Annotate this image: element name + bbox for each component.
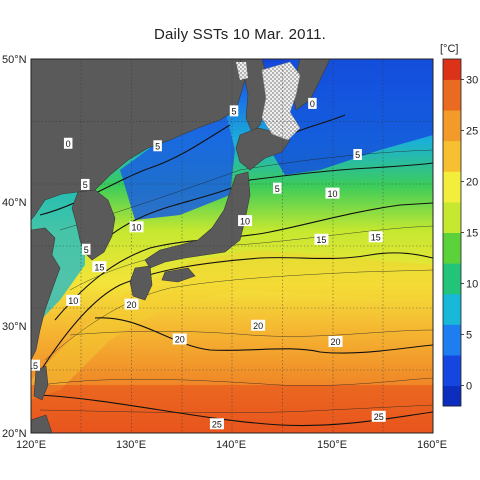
colorbar-tick-label: 15: [466, 228, 478, 240]
colorbar-band: [443, 140, 461, 172]
colorbar-band: [443, 110, 461, 142]
kuroshio-warm-band: [31, 250, 433, 400]
isotherm-0: [39, 124, 231, 216]
isotherm-label: 5: [83, 180, 88, 190]
isotherm-label: 5: [84, 245, 89, 255]
isotherm-label-bg: [82, 243, 91, 255]
isotherm-label: 0: [310, 99, 315, 109]
isotherm-label-bg: [353, 148, 362, 160]
land-kyushu: [129, 265, 153, 301]
lon-tick-150: 150°E: [317, 439, 347, 451]
lat-tick-50: 50°N: [2, 54, 27, 66]
colorbar: [°C] 30 25 20 15 10 5 0: [440, 43, 478, 407]
colorbar-tick-label: 5: [466, 330, 472, 342]
colorbar-tick-label: 30: [466, 74, 478, 86]
land-korea: [71, 189, 116, 261]
colorbar-tick-label: 0: [466, 381, 472, 393]
colorbar-tick-label: 20: [466, 176, 478, 188]
isotherm-label: 20: [175, 335, 185, 345]
colorbar-band: [443, 293, 461, 325]
lat-tick-30: 30°N: [2, 321, 27, 333]
isotherm-label-bg: [92, 261, 107, 273]
isotherm-label-bg: [238, 215, 253, 227]
isotherm-label: 5: [355, 150, 360, 160]
isotherm-label-bg: [328, 335, 343, 347]
lon-tick-140: 140°E: [216, 439, 246, 451]
isotherm-label-bg: [31, 359, 41, 371]
isotherm-label: 5: [275, 184, 280, 194]
isotherm-label-bg: [368, 231, 383, 243]
land-luzon: [31, 414, 53, 433]
isotherm-label: 5: [232, 107, 237, 117]
colorbar-band: [443, 263, 461, 295]
colorbar-band: [443, 324, 461, 356]
isotherm-label: 15: [94, 262, 104, 272]
isotherm-label-bg: [272, 182, 282, 194]
map-title: Daily SSTs 10 Mar. 2011.: [153, 26, 327, 43]
isotherm-20: [94, 317, 433, 354]
isotherm-label-bg: [251, 319, 266, 331]
cold-water-japan-sea: [120, 110, 235, 220]
isotherm-5: [89, 162, 433, 256]
sea-ice-tartary: [236, 62, 248, 80]
land-taiwan: [33, 365, 49, 401]
isotherm-label: 20: [126, 300, 136, 310]
isotherm-label-bg: [325, 187, 340, 199]
isotherm-label: 20: [253, 321, 263, 331]
isotherm-label: 10: [132, 223, 142, 233]
map-grid: [31, 59, 433, 433]
isotherm-label: 25: [212, 419, 222, 429]
isotherm-label-bg: [308, 97, 317, 109]
colorbar-tick-label: 10: [466, 279, 478, 291]
isotherm-label: 10: [68, 296, 78, 306]
lon-tick-130: 130°E: [116, 439, 146, 451]
isotherm-label: 5: [155, 141, 160, 151]
lat-axis: 50°N 40°N 30°N 20°N: [2, 54, 27, 440]
isotherm-15: [37, 252, 433, 376]
isotherm-label-bg: [229, 105, 239, 117]
lat-tick-20: 20°N: [2, 428, 27, 440]
colorbar-ticks: 30 25 20 15 10 5 0: [461, 74, 478, 393]
map-frame: [30, 58, 434, 434]
isotherm-label: 15: [28, 361, 38, 371]
isotherm-label-bg: [129, 221, 144, 233]
isotherm-label-bg: [66, 294, 81, 306]
land-china-coast: [31, 227, 61, 361]
colorbar-band: [443, 385, 461, 407]
lon-tick-160: 160°E: [417, 439, 447, 451]
colorbar-unit: [°C]: [440, 43, 458, 55]
isotherm-label: 15: [371, 232, 381, 242]
isotherm-label-bg: [124, 298, 139, 310]
isotherm-labels: 0 0 5 5 5 5 5 5 10 10 10 10 15 15 15 15 20 20 20 20 25 25: [28, 97, 386, 430]
colorbar-band: [443, 354, 461, 387]
isotherm-label-bg: [81, 178, 90, 190]
isotherm-label: 15: [316, 235, 326, 245]
isotherm-label-bg: [371, 410, 386, 422]
isotherm-label: 20: [331, 337, 341, 347]
lon-tick-120: 120°E: [16, 439, 46, 451]
colorbar-bands: [443, 59, 461, 407]
isotherm-label-bg: [153, 140, 162, 152]
isotherm-label: 25: [374, 412, 384, 422]
colorbar-band: [443, 79, 461, 111]
isotherm-label: 10: [240, 216, 250, 226]
isotherm-label: 0: [66, 139, 71, 149]
isotherm-label-bg: [314, 233, 329, 245]
isotherm-label-bg: [209, 418, 224, 430]
colorbar-band: [443, 232, 461, 264]
colorbar-band: [443, 201, 461, 233]
isotherm-label-bg: [172, 333, 187, 345]
lat-tick-40: 40°N: [2, 197, 27, 209]
sea-ice-okhotsk: [261, 61, 301, 141]
lon-axis: 120°E 130°E 140°E 150°E 160°E: [16, 439, 447, 451]
colorbar-tick-label: 25: [466, 125, 478, 137]
colorbar-band: [443, 59, 461, 80]
isotherm-label: 10: [327, 189, 337, 199]
land-hokkaido: [235, 127, 291, 171]
colorbar-band: [443, 171, 461, 203]
land-shikoku: [161, 267, 196, 283]
isotherm-label-bg: [63, 137, 73, 149]
